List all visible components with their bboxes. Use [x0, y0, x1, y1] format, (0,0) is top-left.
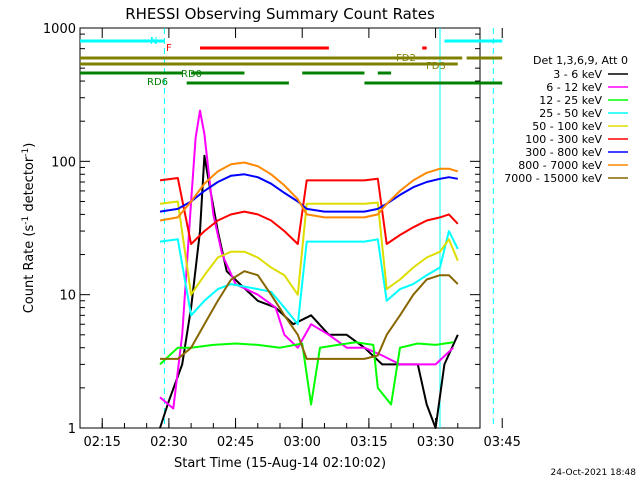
series-line	[159, 161, 459, 222]
series-line	[159, 341, 454, 406]
series-line	[159, 177, 459, 245]
legend-label: 100 - 300 keV	[525, 133, 602, 146]
legend-label: 50 - 100 keV	[532, 120, 602, 133]
footer-date: 24-Oct-2021 18:48	[551, 468, 637, 478]
state-bar-label: RD0	[181, 69, 202, 80]
y-tick-label: 1000	[43, 22, 76, 37]
y-tick-label: 1	[68, 422, 76, 437]
y-axis-label: Count Rate (s-1 detector-1)	[21, 143, 37, 314]
legend-title: Det 1,3,6,9, Att 0	[533, 54, 628, 67]
state-bar-label: FD3	[426, 61, 446, 72]
x-tick-label: 02:45	[217, 435, 254, 450]
legend-label: 3 - 6 keV	[553, 68, 602, 81]
legend-label: 25 - 50 keV	[539, 107, 602, 120]
legend-label: 6 - 12 keV	[546, 81, 602, 94]
y-tick-label: 100	[51, 155, 76, 170]
legend-label: 7000 - 15000 keV	[504, 172, 602, 185]
y-axis-label-sup2: -1	[21, 148, 31, 157]
y-axis-label-end: )	[22, 143, 37, 148]
legend-label: 300 - 800 keV	[525, 146, 602, 159]
x-tick-label: 03:30	[417, 435, 454, 450]
chart-title: RHESSI Observing Summary Count Rates	[125, 5, 435, 23]
state-bar-label: RD6	[147, 77, 168, 88]
x-tick-label: 02:15	[83, 435, 120, 450]
x-axis-label: Start Time (15-Aug-14 02:10:02)	[174, 456, 386, 471]
y-axis-label-mid: detector	[22, 156, 37, 216]
state-bar-label: FD2	[396, 53, 416, 64]
x-tick-label: 03:45	[483, 435, 520, 450]
x-tick-label: 02:30	[150, 435, 187, 450]
y-axis-label-sup: -1	[21, 216, 31, 225]
legend-label: 800 - 7000 keV	[518, 159, 602, 172]
y-tick-label: 10	[59, 289, 76, 304]
x-tick-label: 03:00	[283, 435, 320, 450]
legend-label: 12 - 25 keV	[539, 94, 602, 107]
state-bar-label: F	[166, 43, 172, 54]
state-bar-label: N	[150, 36, 157, 47]
series-line	[159, 173, 458, 213]
y-axis-label-main: Count Rate (s	[22, 225, 37, 314]
plot-area: 1 10 100 1000 02:15 02:30 02:45 03:00 03:15 03:30…	[43, 22, 521, 450]
series-line	[159, 200, 459, 296]
x-tick-label: 03:15	[350, 435, 387, 450]
series-line	[159, 109, 454, 410]
series-line	[160, 270, 459, 360]
series-line	[159, 230, 459, 326]
